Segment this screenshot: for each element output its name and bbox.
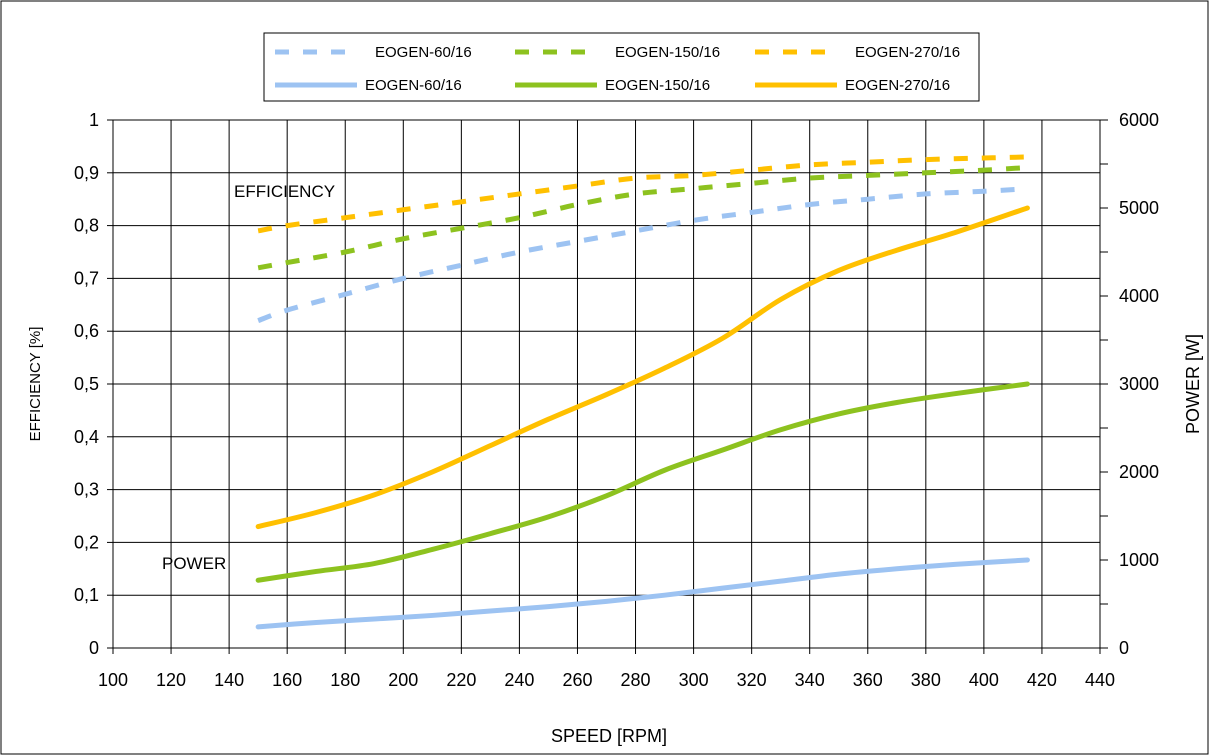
x-tick-label: 240 [504, 670, 534, 690]
x-tick-label: 220 [446, 670, 476, 690]
y-right-tick-label: 2000 [1119, 462, 1159, 482]
y-left-tick-label: 0,5 [74, 374, 99, 394]
y-right-tick-label: 6000 [1119, 110, 1159, 130]
x-tick-label: 200 [388, 670, 418, 690]
y-axis-right-title: POWER [W] [1183, 334, 1203, 434]
x-tick-label: 120 [156, 670, 186, 690]
series-line-power-150 [255, 381, 1030, 583]
x-tick-label: 420 [1027, 670, 1057, 690]
y-right-tick-label: 3000 [1119, 374, 1159, 394]
x-tick-label: 280 [621, 670, 651, 690]
axes: 100 120 140 160 180 200 220 240 260 280 300 320 340 3… [74, 110, 1159, 690]
x-tick-label: 140 [214, 670, 244, 690]
y-right-tick-label: 4000 [1119, 286, 1159, 306]
legend-label: EOGEN-150/16 [605, 77, 710, 94]
y-left-tick-label: 0,8 [74, 216, 99, 236]
x-tick-label: 340 [795, 670, 825, 690]
legend: EOGEN-60/16 EOGEN-150/16 EOGEN-270/16 EOGEN… [275, 44, 960, 94]
series-lines [255, 154, 1030, 630]
y-right-tick-label: 0 [1119, 638, 1129, 658]
x-axis-title: SPEED [RPM] [551, 726, 667, 746]
legend-label: EOGEN-150/16 [615, 44, 720, 61]
y-left-tick-label: 0,7 [74, 268, 99, 288]
x-tick-label: 160 [272, 670, 302, 690]
x-tick-label: 440 [1085, 670, 1115, 690]
x-tick-label: 260 [562, 670, 592, 690]
x-tick-label: 320 [737, 670, 767, 690]
y-left-tick-label: 0,4 [74, 427, 99, 447]
legend-label: EOGEN-270/16 [845, 77, 950, 94]
x-tick-label: 100 [98, 670, 128, 690]
legend-label: EOGEN-270/16 [855, 44, 960, 61]
legend-label: EOGEN-60/16 [365, 77, 462, 94]
y-left-tick-label: 0,3 [74, 480, 99, 500]
series-line-power-60 [255, 557, 1030, 630]
x-tick-label: 360 [853, 670, 883, 690]
y-left-tick-label: 0 [89, 638, 99, 658]
annotation-power: POWER [162, 554, 226, 573]
series-line-power-270 [255, 205, 1030, 530]
y-right-tick-label: 1000 [1119, 550, 1159, 570]
legend-box [263, 32, 980, 102]
x-tick-label: 180 [330, 670, 360, 690]
series-line-efficiency-270 [257, 154, 1028, 234]
y-left-tick-label: 0,1 [74, 585, 99, 605]
y-left-tick-label: 0,6 [74, 321, 99, 341]
x-tick-label: 380 [911, 670, 941, 690]
y-left-tick-label: 0,9 [74, 163, 99, 183]
x-tick-label: 300 [679, 670, 709, 690]
annotation-efficiency: EFFICIENCY [234, 182, 335, 201]
y-left-tick-label: 1 [89, 110, 99, 130]
legend-label: EOGEN-60/16 [375, 44, 472, 61]
x-tick-label: 400 [969, 670, 999, 690]
y-right-tick-label: 5000 [1119, 198, 1159, 218]
y-axis-left-title: EFFICIENCY [%] [27, 327, 44, 442]
y-left-tick-label: 0,2 [74, 532, 99, 552]
